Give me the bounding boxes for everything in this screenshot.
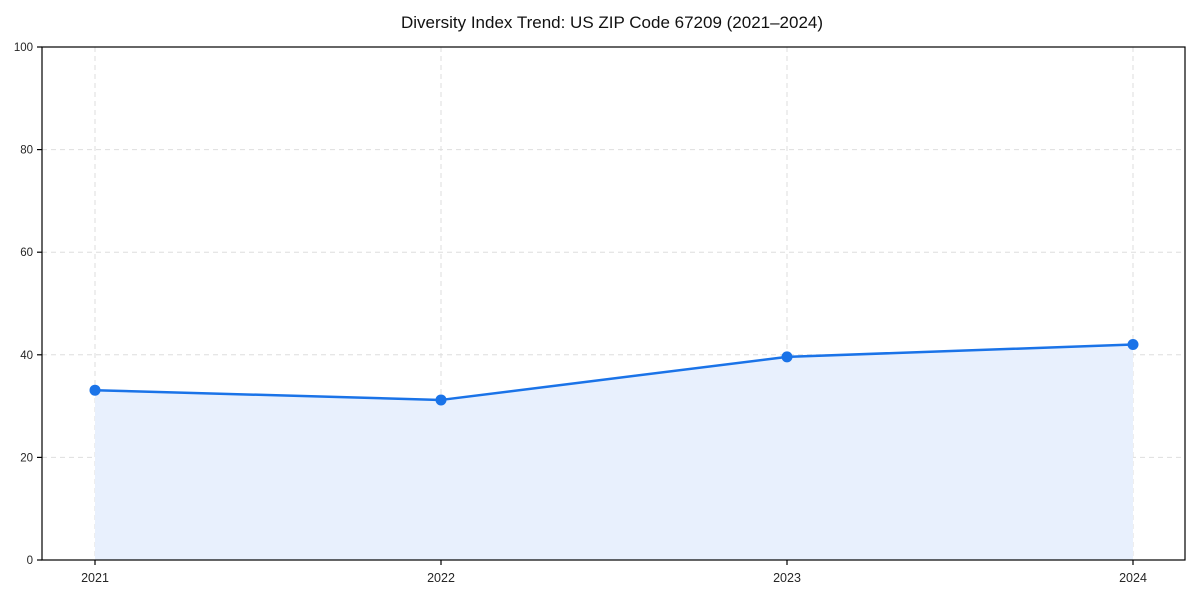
y-tick-label-40: 40 — [20, 350, 33, 362]
area-fill — [95, 344, 1133, 560]
data-point-2022 — [435, 394, 447, 406]
y-tick-label-20: 20 — [20, 452, 33, 464]
trend-line — [93, 343, 1135, 402]
data-point-2023 — [781, 351, 793, 363]
data-points-layer — [89, 339, 1139, 406]
data-point-2021 — [89, 384, 101, 396]
y-tick-label-0: 0 — [27, 555, 33, 567]
tick-labels-layer: 0 20 40 60 80 100 2021 2022 2023 2024 — [14, 42, 1147, 585]
data-point-2024 — [1127, 339, 1139, 351]
x-tick-label-2021: 2021 — [81, 571, 109, 585]
chart-title: Diversity Index Trend: US ZIP Code 67209… — [401, 13, 823, 32]
y-tick-label-100: 100 — [14, 42, 33, 54]
y-tick-label-60: 60 — [20, 247, 33, 259]
trend-line-layer — [93, 343, 1135, 402]
axes-box — [41, 46, 1186, 561]
area-fill-layer — [95, 344, 1133, 560]
x-tick-label-2022: 2022 — [427, 571, 455, 585]
y-tick-label-80: 80 — [20, 145, 33, 157]
axes-layer — [37, 46, 1186, 565]
x-tick-label-2023: 2023 — [773, 571, 801, 585]
x-tick-label-2024: 2024 — [1119, 571, 1147, 585]
